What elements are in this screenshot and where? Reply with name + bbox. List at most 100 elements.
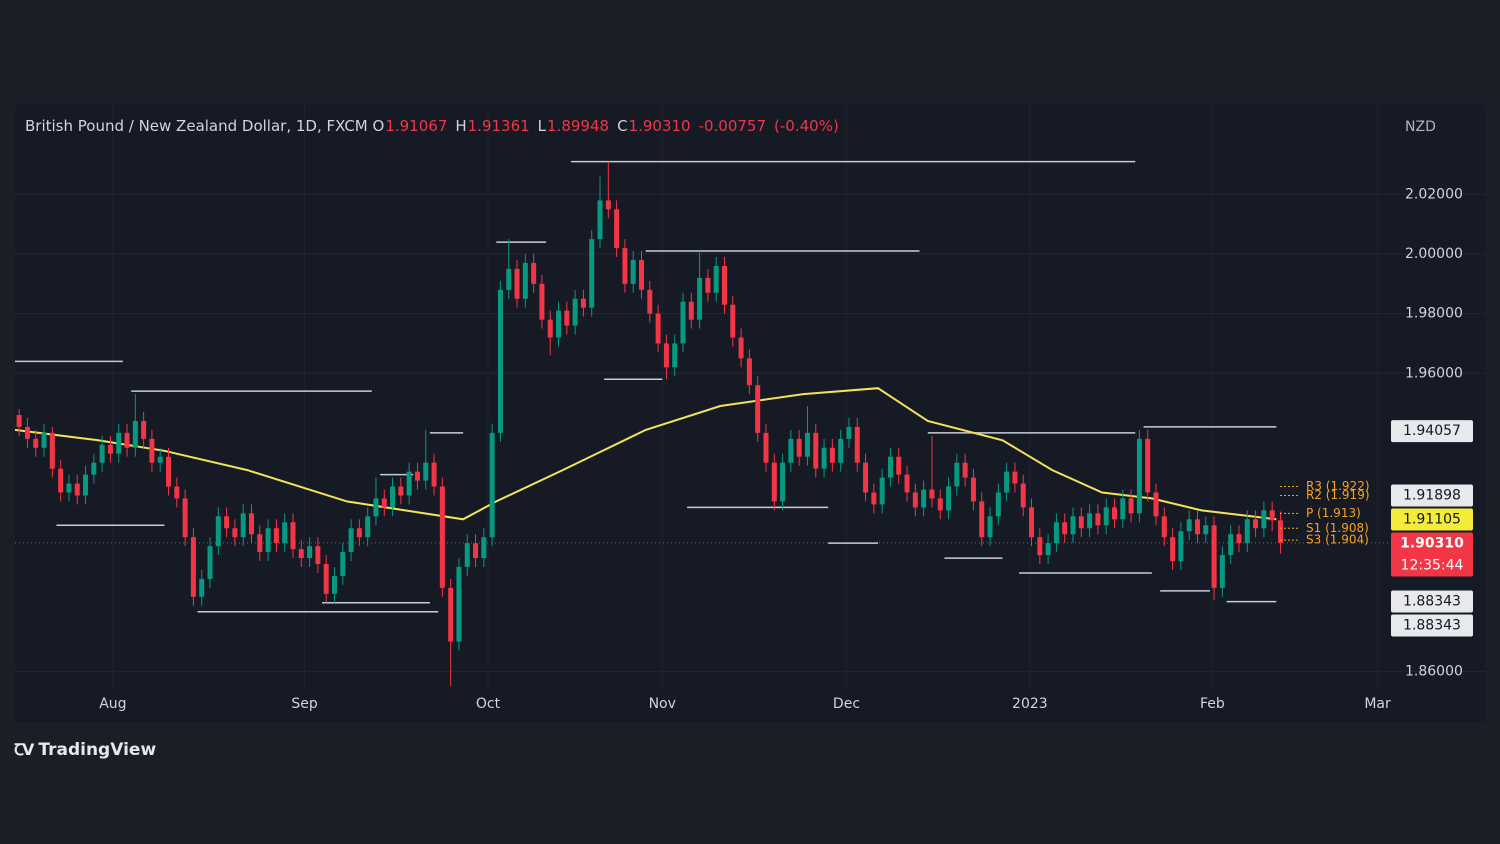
candle-body bbox=[381, 498, 387, 508]
candle-body bbox=[556, 310, 562, 338]
candle-body bbox=[66, 483, 72, 493]
candle-body bbox=[904, 474, 910, 493]
candle-body bbox=[1103, 507, 1109, 526]
candle-body bbox=[265, 528, 271, 553]
candle-body bbox=[680, 301, 686, 344]
candle-body bbox=[323, 564, 329, 594]
price-badge-label: 1.88343 bbox=[1403, 593, 1461, 609]
y-tick-label: 2.00000 bbox=[1405, 246, 1463, 262]
candle-body bbox=[896, 456, 902, 475]
candle-body bbox=[307, 546, 313, 559]
price-badge bbox=[1391, 614, 1473, 637]
candle-body bbox=[1186, 519, 1192, 532]
candle-body bbox=[431, 462, 437, 487]
candle-body bbox=[207, 546, 213, 579]
candle-body bbox=[1045, 543, 1051, 556]
candle-body bbox=[248, 513, 254, 535]
candle-body bbox=[506, 268, 512, 290]
chart-panel bbox=[15, 105, 1485, 722]
candle-body bbox=[232, 528, 238, 538]
candle-body bbox=[639, 259, 645, 290]
candle-body bbox=[589, 239, 595, 308]
candle-body bbox=[439, 486, 445, 588]
candle-body bbox=[1120, 498, 1126, 520]
candle-body bbox=[879, 477, 885, 505]
change-pct: (-0.40%) bbox=[774, 117, 839, 135]
candle-body bbox=[796, 438, 802, 457]
x-tick-label: Feb bbox=[1200, 696, 1225, 712]
candle-body bbox=[41, 432, 47, 448]
candle-body bbox=[730, 304, 736, 338]
candle-body bbox=[365, 516, 371, 538]
candle-body bbox=[804, 432, 810, 457]
moving-average bbox=[14, 387, 1277, 521]
brand-logo: ꞆV TradingView bbox=[14, 738, 156, 760]
y-tick-label: 1.98000 bbox=[1405, 306, 1463, 322]
price-badge-label: 1.94057 bbox=[1403, 423, 1461, 439]
candle-body bbox=[713, 265, 719, 293]
candle-body bbox=[995, 492, 1001, 517]
x-tick-label: Sep bbox=[291, 696, 318, 712]
pivot-label: S1 (1.908) bbox=[1306, 521, 1369, 535]
candle-body bbox=[622, 248, 628, 284]
candle-body bbox=[132, 420, 138, 448]
candle-body bbox=[946, 486, 952, 511]
candle-body bbox=[1211, 525, 1217, 588]
candle-body bbox=[497, 289, 503, 433]
change: -0.00757 bbox=[698, 117, 767, 135]
candle-body bbox=[647, 289, 653, 314]
symbol: British Pound / New Zealand Dollar, 1D, … bbox=[25, 117, 368, 135]
candle-body bbox=[298, 549, 304, 559]
candle-body bbox=[572, 298, 578, 326]
candle-body bbox=[16, 414, 22, 427]
candle-body bbox=[1236, 534, 1242, 544]
candle-body bbox=[464, 543, 470, 568]
candle-body bbox=[1078, 516, 1084, 529]
candle-body bbox=[921, 489, 927, 508]
candle-body bbox=[531, 262, 537, 284]
candle-body bbox=[962, 462, 968, 478]
candle-body bbox=[1253, 519, 1259, 529]
candle-body bbox=[780, 462, 786, 502]
candle-body bbox=[1070, 516, 1076, 535]
candle-body bbox=[630, 259, 636, 284]
candle-body bbox=[979, 501, 985, 538]
pivot-label: R2 (1.919) bbox=[1306, 488, 1370, 502]
candle-body bbox=[398, 486, 404, 496]
candle-body bbox=[1112, 507, 1118, 520]
candle-body bbox=[721, 265, 727, 305]
candle-body bbox=[390, 486, 396, 508]
price-badge bbox=[1391, 590, 1473, 613]
candle-body bbox=[846, 426, 852, 439]
header: British Pound / New Zealand Dollar, 1D, … bbox=[25, 117, 847, 135]
candle-body bbox=[1020, 483, 1026, 508]
pivot-label: P (1.913) bbox=[1306, 506, 1361, 520]
candle-body bbox=[871, 492, 877, 505]
candle-body bbox=[755, 385, 761, 433]
candle-body bbox=[473, 543, 479, 559]
candle-body bbox=[821, 447, 827, 469]
candle-body bbox=[1219, 555, 1225, 588]
candle-body bbox=[74, 483, 80, 496]
pivot-label: R3 (1.922) bbox=[1306, 479, 1370, 493]
candle-body bbox=[348, 528, 354, 553]
candle-body bbox=[697, 277, 703, 320]
candle-body bbox=[182, 498, 188, 538]
pivot-label: S3 (1.904) bbox=[1306, 533, 1369, 547]
candle-body bbox=[912, 492, 918, 508]
candle-body bbox=[705, 277, 711, 293]
candle-body bbox=[614, 209, 620, 249]
candle-body bbox=[1012, 471, 1018, 484]
candle-body bbox=[24, 426, 30, 439]
candle-body bbox=[929, 489, 935, 499]
ohlc-value: 1.90310 bbox=[628, 117, 691, 135]
price-badge bbox=[1391, 420, 1473, 443]
y-tick-label: 1.96000 bbox=[1405, 365, 1463, 381]
candle-body bbox=[788, 438, 794, 463]
price-badge-label: 1.90310 bbox=[1400, 536, 1464, 552]
candle-body bbox=[257, 534, 263, 553]
candle-body bbox=[224, 516, 230, 529]
candle-body bbox=[373, 498, 379, 517]
